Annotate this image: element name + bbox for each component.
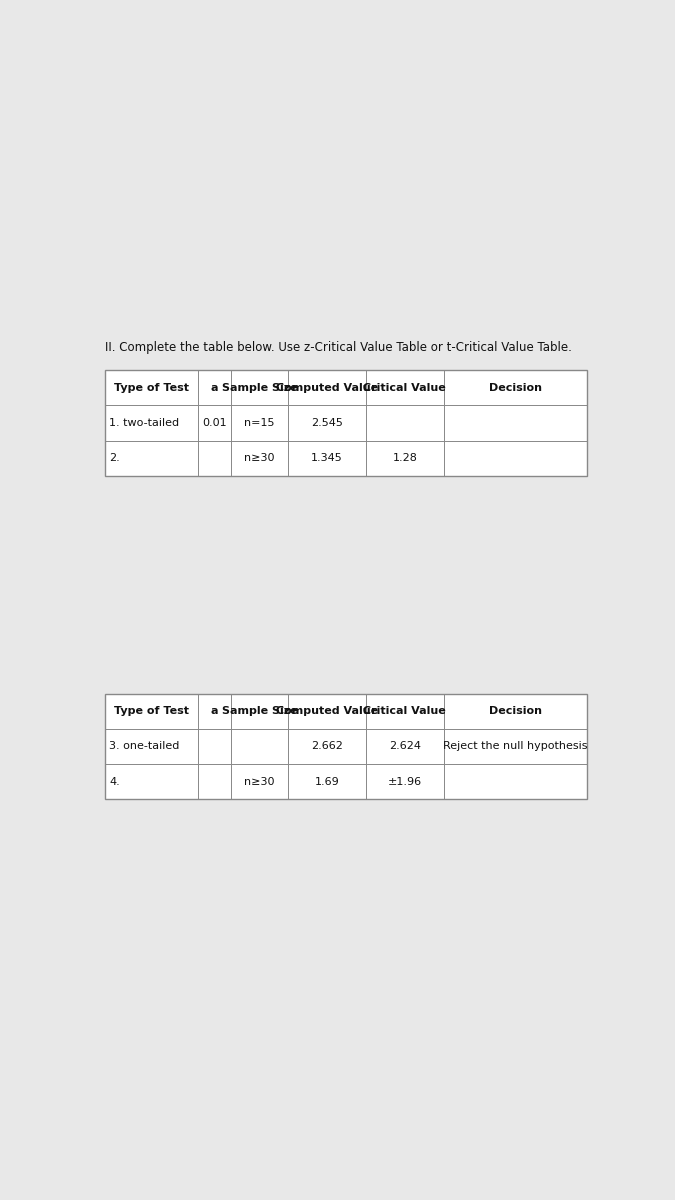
Bar (105, 694, 587, 799)
Text: Type of Test: Type of Test (114, 383, 189, 392)
Text: a: a (211, 707, 218, 716)
Text: Decision: Decision (489, 707, 541, 716)
Text: n≥30: n≥30 (244, 454, 275, 463)
Text: 2.662: 2.662 (311, 742, 343, 751)
Text: 2.624: 2.624 (389, 742, 421, 751)
Text: II. Complete the table below. Use z-Critical Value Table or t-Critical Value Tab: II. Complete the table below. Use z-Crit… (105, 341, 572, 354)
Text: 4.: 4. (109, 776, 120, 786)
Text: 3. one-tailed: 3. one-tailed (109, 742, 180, 751)
Text: 0.01: 0.01 (202, 418, 227, 428)
Text: 2.: 2. (109, 454, 120, 463)
Text: 2.545: 2.545 (311, 418, 343, 428)
Bar (105, 371, 587, 475)
Text: 1.69: 1.69 (315, 776, 340, 786)
Text: Critical Value: Critical Value (363, 383, 446, 392)
Text: Computed Value: Computed Value (276, 383, 378, 392)
Text: 1. two-tailed: 1. two-tailed (109, 418, 180, 428)
Text: n≥30: n≥30 (244, 776, 275, 786)
Bar (105, 371, 587, 475)
Text: Sample Size: Sample Size (221, 383, 297, 392)
Text: Reject the null hypothesis: Reject the null hypothesis (443, 742, 587, 751)
Text: a: a (211, 383, 218, 392)
Text: n=15: n=15 (244, 418, 275, 428)
Text: ±1.96: ±1.96 (387, 776, 422, 786)
Text: Type of Test: Type of Test (114, 707, 189, 716)
Text: 1.345: 1.345 (311, 454, 343, 463)
Text: Computed Value: Computed Value (276, 707, 378, 716)
Text: Decision: Decision (489, 383, 541, 392)
Text: Sample Size: Sample Size (221, 707, 297, 716)
Bar (105, 694, 587, 799)
Text: Critical Value: Critical Value (363, 707, 446, 716)
Text: 1.28: 1.28 (392, 454, 417, 463)
